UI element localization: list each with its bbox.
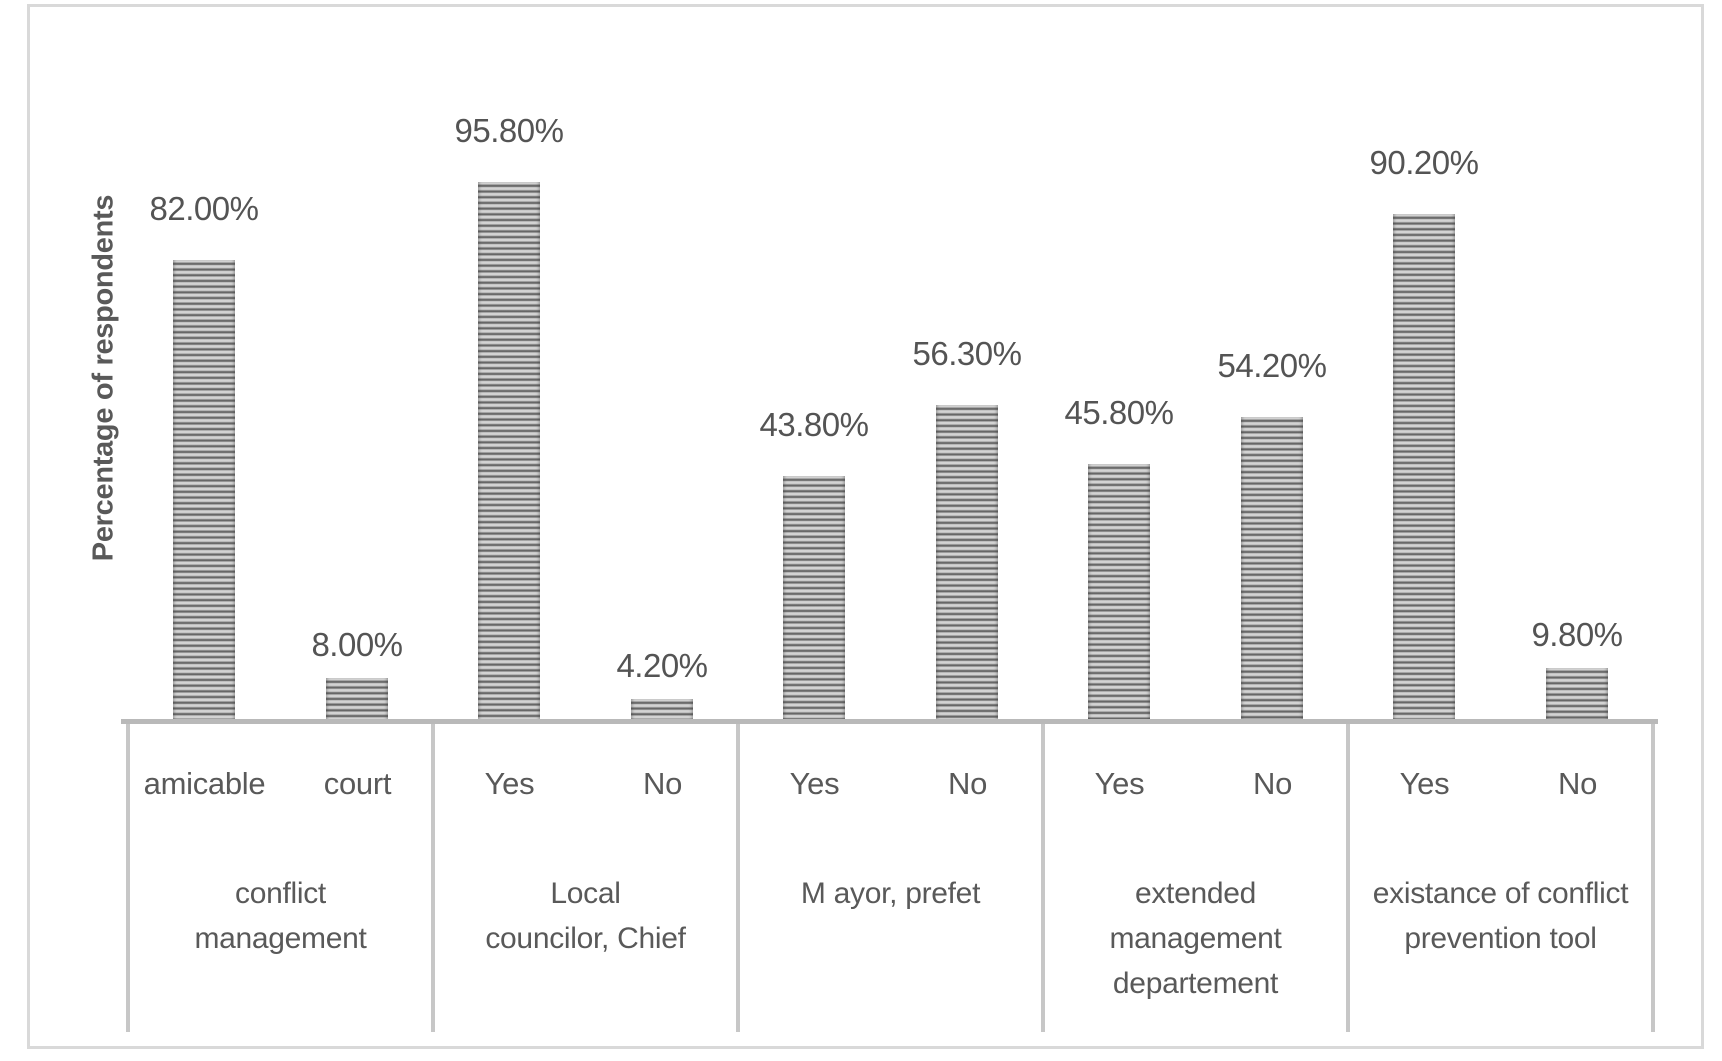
bar [783,476,845,723]
x-axis-line [121,719,1658,724]
value-label: 4.20% [616,647,708,684]
group-label: M ayor, prefet [738,871,1043,916]
value-label: 90.20% [1369,144,1479,181]
group-label-line: management [1109,922,1282,955]
value-label: 82.00% [149,190,259,227]
group-label-line: extended [1134,877,1257,910]
chart-frame [27,4,1704,1049]
y-axis-title: Percentage of respondents [87,194,120,562]
value-label: 43.80% [759,406,869,443]
bar [173,260,235,723]
group-label-line: conflict [235,877,326,910]
group-label: conflict management [128,871,433,961]
bar [326,678,388,723]
group-label: existance of conflict prevention tool [1348,871,1653,961]
category-label: Yes [1094,766,1145,801]
value-label: 56.30% [912,335,1022,372]
group-label: Local councilor, Chief [433,871,738,961]
category-box-divider [1041,719,1045,1032]
category-box-divider [1651,719,1655,1032]
value-label: 45.80% [1064,394,1174,431]
bar [478,182,540,723]
category-box-divider [431,719,435,1032]
value-label: 8.00% [311,626,403,663]
group-label-line: councilor, Chief [485,922,686,955]
category-label: No [1252,766,1293,801]
value-label: 9.80% [1531,616,1623,653]
category-label: Yes [789,766,840,801]
bar [1546,668,1608,723]
category-box-divider [1346,719,1350,1032]
category-label: No [947,766,988,801]
category-label: amicable [143,766,266,801]
value-label: 54.20% [1217,347,1327,384]
value-label: 95.80% [454,112,564,149]
group-label-line: Local [550,877,621,910]
group-label-line: departement [1112,967,1279,1000]
bar [1393,214,1455,723]
bar [1241,417,1303,723]
group-label: extended management departement [1043,871,1348,1006]
bar [936,405,998,723]
group-label-line: prevention tool [1404,922,1597,955]
bar [1088,464,1150,723]
category-label: court [323,766,392,801]
category-label: No [642,766,683,801]
category-label: No [1557,766,1598,801]
category-label: Yes [1399,766,1450,801]
group-label-line: M ayor, prefet [800,877,981,910]
category-label: Yes [484,766,535,801]
category-box-divider [736,719,740,1032]
group-label-line: existance of conflict [1372,877,1629,910]
category-box-divider [126,719,130,1032]
group-label-line: management [194,922,367,955]
